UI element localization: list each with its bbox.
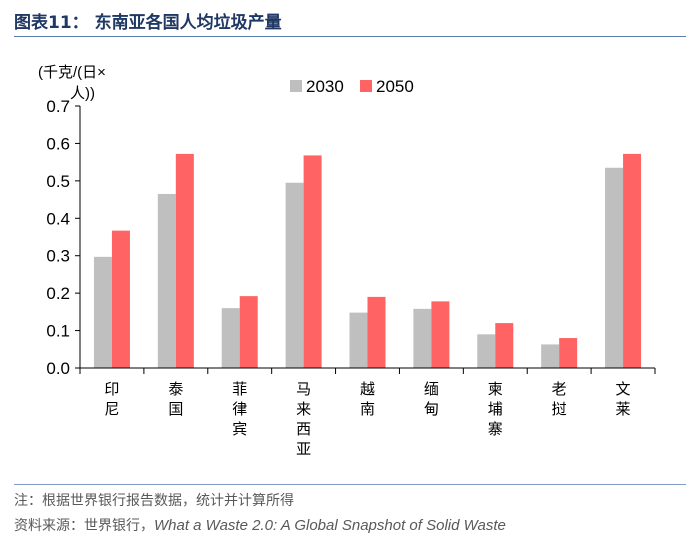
x-tick-label-char: 印 [104, 381, 119, 398]
x-tick-label-char: 亚 [296, 441, 311, 458]
x-tick-label-char: 缅 [424, 381, 439, 398]
x-tick-label-char: 寨 [488, 420, 503, 438]
bar-chart: (千克/(日× 人)) 2030 2050 0.00.10.20.30.40.50… [38, 64, 656, 458]
bar-2030 [221, 308, 240, 368]
x-tick-label-char: 马 [296, 381, 311, 398]
figure-title: 图表11： 东南亚各国人均垃圾产量 [14, 13, 282, 33]
y-tick-label: 0.0 [46, 359, 70, 378]
x-tick-label-char: 尼 [104, 401, 119, 418]
legend-label-2030: 2030 [306, 77, 344, 96]
x-tick-label-char: 老 [552, 381, 567, 398]
y-tick-label: 0.3 [46, 247, 70, 266]
bar-2030 [285, 182, 304, 368]
y-tick-label: 0.6 [46, 134, 70, 153]
footnote: 注：根据世界银行报告数据，统计并计算所得 [14, 493, 294, 509]
y-axis-label-line1: (千克/(日× [38, 64, 106, 81]
x-tick-label-char: 甸 [424, 401, 439, 418]
bar-2030 [93, 256, 112, 368]
bar-2050 [559, 338, 578, 368]
bar-2030 [413, 308, 432, 368]
bar-2050 [623, 153, 642, 368]
x-tick-label-char: 菲 [232, 381, 247, 398]
source-title: What a Waste 2.0: A Global Snapshot of S… [154, 517, 506, 534]
bar-2050 [111, 230, 130, 368]
bar-2030 [541, 344, 560, 368]
x-tick-label-char: 来 [296, 401, 311, 418]
title-rule [14, 36, 686, 37]
x-tick-label-char: 南 [360, 401, 375, 418]
y-axis-label: (千克/(日× 人)) [38, 64, 106, 102]
bar-2050 [175, 153, 194, 368]
y-tick-label: 0.1 [46, 322, 70, 341]
bar-2050 [495, 323, 514, 368]
x-tick-label-char: 宾 [232, 421, 247, 438]
bar-2050 [431, 301, 450, 368]
x-tick-label-char: 埔 [488, 401, 503, 418]
x-tick-label: 缅甸 [424, 381, 439, 418]
x-tick-label-char: 国 [168, 401, 183, 418]
source-prefix: 资料来源：世界银行， [14, 518, 154, 534]
x-tick-label: 柬埔寨 [488, 381, 503, 438]
bar-2030 [157, 193, 176, 368]
y-axis-label-line2: 人)) [70, 85, 95, 102]
x-tick-label-char: 挝 [552, 401, 567, 418]
legend: 2030 2050 [290, 77, 414, 96]
y-axis: 0.0 0.1 0.2 0.3 0.4 0.5 0.6 0.7 [46, 97, 81, 378]
bar-2030 [349, 312, 368, 368]
x-axis: 印尼 泰国 菲律宾 马来西亚 越南 缅甸 柬埔寨 老挝 文莱 [79, 367, 656, 458]
x-tick-label-char: 泰 [168, 381, 183, 398]
x-tick-label: 越南 [360, 381, 375, 418]
x-tick-label: 菲律宾 [232, 381, 247, 438]
bar-2050 [303, 155, 322, 368]
x-tick-label: 泰国 [168, 381, 183, 418]
y-tick-label: 0.4 [46, 209, 70, 228]
y-tick-label: 0.7 [46, 97, 70, 116]
bars [93, 153, 642, 368]
footer-rule [14, 484, 686, 485]
x-tick-label: 老挝 [552, 381, 567, 418]
bar-2050 [239, 296, 258, 368]
y-tick-label: 0.5 [46, 172, 70, 191]
source-line: 资料来源：世界银行，What a Waste 2.0: A Global Sna… [14, 515, 506, 535]
x-tick-label-char: 莱 [616, 401, 631, 418]
legend-swatch-2050 [360, 80, 372, 92]
bar-2030 [477, 334, 496, 368]
bar-2050 [367, 296, 386, 368]
bar-2030 [605, 167, 624, 368]
x-tick-label: 印尼 [104, 381, 119, 418]
legend-label-2050: 2050 [376, 77, 414, 96]
x-tick-label: 马来西亚 [296, 381, 311, 458]
x-tick-label-char: 柬 [488, 381, 503, 398]
x-tick-label-char: 律 [232, 401, 247, 418]
legend-swatch-2030 [290, 80, 302, 92]
y-tick-label: 0.2 [46, 284, 70, 303]
x-tick-label-char: 西 [296, 421, 311, 438]
x-tick-label-char: 文 [616, 381, 631, 398]
x-tick-label: 文莱 [616, 381, 631, 418]
x-tick-label-char: 越 [360, 381, 375, 398]
